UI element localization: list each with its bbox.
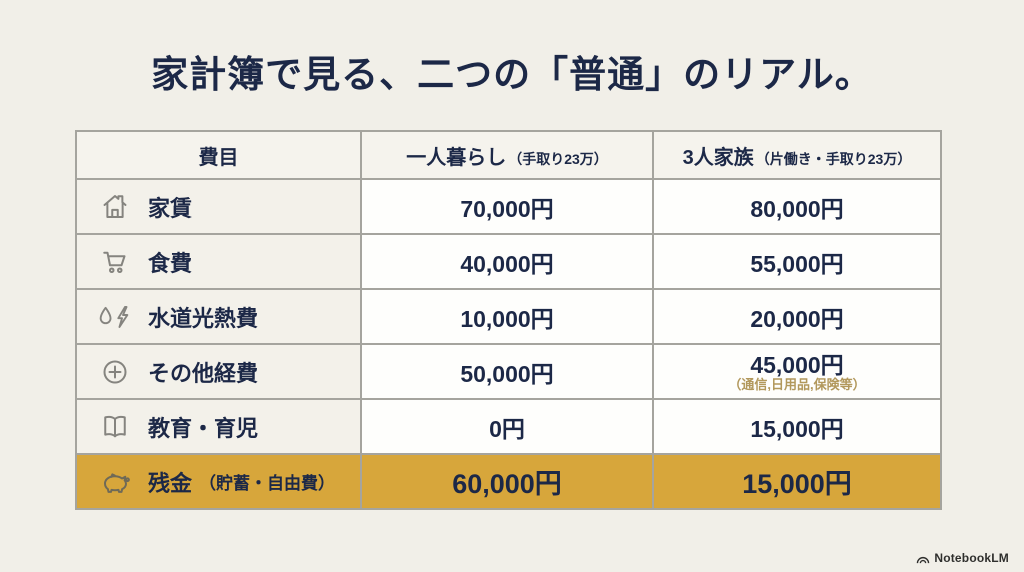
book-icon xyxy=(95,412,135,442)
expense-label-cell: 食費 xyxy=(75,233,362,290)
table-row-food: 食費 40,000円 55,000円 xyxy=(75,233,942,290)
table-row-remainder: 残金 （貯蓄・自由費） 60,000円 15,000円 xyxy=(75,453,942,510)
value-cell-family: 80,000円 xyxy=(652,178,942,235)
value-cell-family: 15,000円 xyxy=(652,453,942,510)
expense-label-cell: 教育・育児 xyxy=(75,398,362,455)
expense-label-cell: 水道光熱費 xyxy=(75,288,362,345)
col-header-family-sub: （片働き・手取り23万） xyxy=(755,150,912,167)
table-row-rent: 家賃 70,000円 80,000円 xyxy=(75,178,942,235)
value-cell-single: 40,000円 xyxy=(360,233,654,290)
expense-label: 教育・育児 xyxy=(148,415,259,441)
expense-label-cell: 残金 （貯蓄・自由費） xyxy=(75,453,362,510)
col-header-item: 費目 xyxy=(75,130,362,180)
value-cell-family: 45,000円 （通信,日用品,保険等） xyxy=(652,343,942,400)
col-header-family: 3人家族 （片働き・手取り23万） xyxy=(652,130,942,180)
expense-label: その他経費 xyxy=(148,360,259,386)
value-cell-family: 55,000円 xyxy=(652,233,942,290)
budget-table: 費目 一人暮らし （手取り23万） 3人家族 （片働き・手取り23万） xyxy=(75,130,942,510)
expense-label: 水道光熱費 xyxy=(148,305,259,331)
house-icon xyxy=(95,192,135,222)
col-header-item-label: 費目 xyxy=(198,146,239,169)
value-main: 45,000円 xyxy=(750,352,844,379)
value-cell-family: 15,000円 xyxy=(652,398,942,455)
table-row-other: その他経費 50,000円 45,000円 （通信,日用品,保険等） xyxy=(75,343,942,400)
expense-label: 家賃 xyxy=(148,195,193,221)
table-row-utilities: 水道光熱費 10,000円 20,000円 xyxy=(75,288,942,345)
page-title: 家計簿で見る、二つの「普通」のリアル。 xyxy=(151,54,873,95)
value-cell-single: 0円 xyxy=(360,398,654,455)
col-header-family-label: 3人家族 xyxy=(682,146,754,169)
col-header-single-label: 一人暮らし xyxy=(406,146,507,169)
value-cell-family: 20,000円 xyxy=(652,288,942,345)
value-cell-single: 10,000円 xyxy=(360,288,654,345)
col-header-single-sub: （手取り23万） xyxy=(508,150,608,167)
value-cell-single: 70,000円 xyxy=(360,178,654,235)
expense-label: 残金 xyxy=(148,470,193,496)
header-row: 費目 一人暮らし （手取り23万） 3人家族 （片働き・手取り23万） xyxy=(75,130,942,180)
expense-label: 食費 xyxy=(148,250,193,276)
expense-label-cell: その他経費 xyxy=(75,343,362,400)
value-cell-single: 50,000円 xyxy=(360,343,654,400)
value-cell-single: 60,000円 xyxy=(360,453,654,510)
expense-label-cell: 家賃 xyxy=(75,178,362,235)
plus-circle-icon xyxy=(95,357,135,387)
notebooklm-logo-icon xyxy=(917,556,930,563)
cart-icon xyxy=(95,247,135,277)
col-header-single: 一人暮らし （手取り23万） xyxy=(360,130,654,180)
notebooklm-label: NotebookLM xyxy=(934,551,1009,565)
value-note: （通信,日用品,保険等） xyxy=(728,377,866,393)
table-row-education: 教育・育児 0円 15,000円 xyxy=(75,398,942,455)
piggy-bank-icon xyxy=(95,467,135,497)
expense-label-sub: （貯蓄・自由費） xyxy=(199,474,336,493)
notebooklm-watermark: NotebookLM xyxy=(916,551,1009,565)
utilities-icon xyxy=(95,302,135,332)
